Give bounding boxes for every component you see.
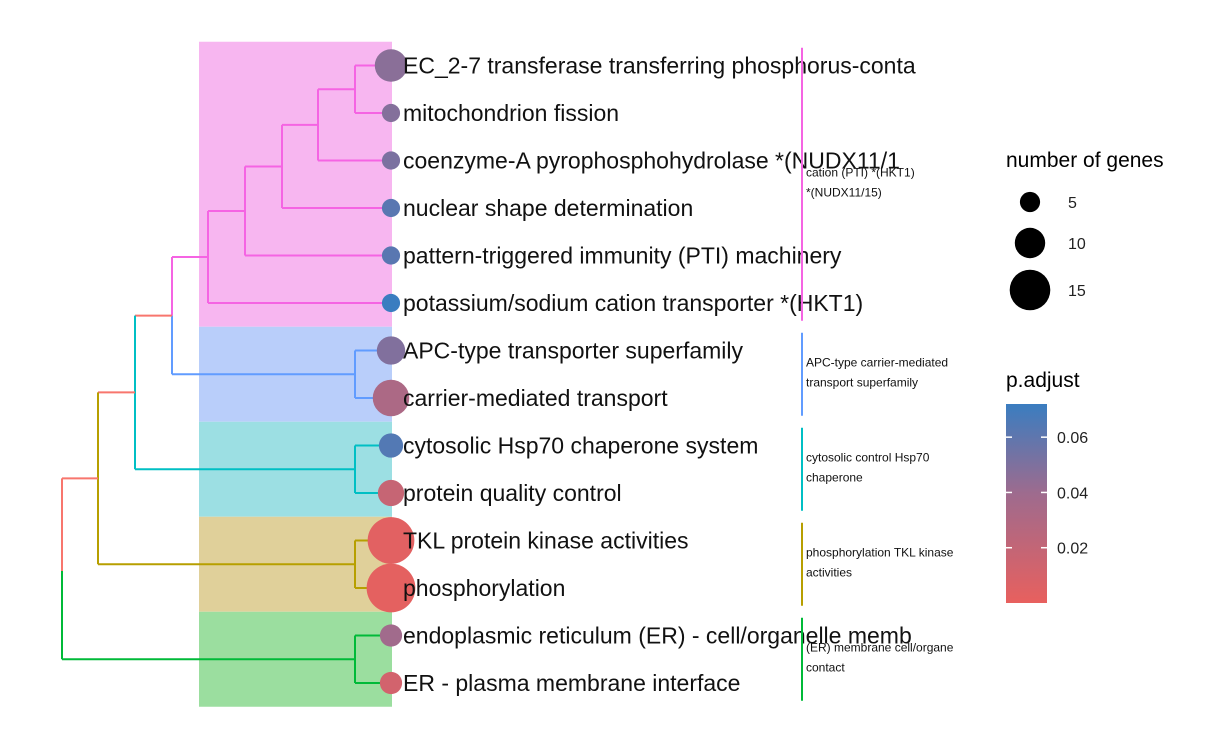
term-point (379, 624, 403, 647)
cluster-label: APC-type carrier-mediated (806, 355, 948, 369)
term-label: endoplasmic reticulum (ER) - cell/organe… (403, 623, 912, 649)
cluster-label: (ER) membrane cell/organe (806, 640, 954, 654)
size-legend-key (1009, 269, 1051, 311)
term-label: carrier-mediated transport (403, 385, 668, 411)
term-label: nuclear shape determination (403, 195, 693, 221)
term-point (381, 198, 401, 218)
term-point (367, 517, 415, 564)
size-legend: number of genes 5 10 15 (1006, 149, 1164, 311)
cluster-label: phosphorylation TKL kinase (806, 545, 954, 559)
term-point (374, 49, 408, 82)
term-point (372, 379, 410, 417)
cluster-label: *(NUDX11/15) (806, 185, 882, 199)
term-label: APC-type transporter superfamily (403, 338, 744, 364)
cluster-band-0 (199, 41, 392, 327)
term-label: ER - plasma membrane interface (403, 670, 740, 696)
color-legend-bar (1006, 404, 1047, 603)
size-legend-title: number of genes (1006, 149, 1164, 172)
term-labels: EC_2-7 transferase transferring phosphor… (403, 53, 916, 697)
term-point (381, 103, 401, 123)
term-point (376, 336, 406, 365)
cluster-label: chaperone (806, 470, 863, 484)
term-point (378, 433, 404, 458)
term-label: protein quality control (403, 480, 622, 506)
term-point (366, 563, 416, 613)
term-label: coenzyme-A pyrophosphohydrolase *(NUDX11… (403, 148, 900, 174)
size-legend-key (1019, 191, 1041, 213)
cluster-label: contact (806, 660, 845, 674)
size-legend-label: 15 (1068, 283, 1086, 300)
term-label: potassium/sodium cation transporter *(HK… (403, 290, 863, 316)
color-legend-label: 0.06 (1057, 430, 1088, 447)
term-label: pattern-triggered immunity (PTI) machine… (403, 243, 842, 269)
color-legend: p.adjust 0.06 0.04 0.02 (1006, 369, 1088, 603)
term-label: phosphorylation (403, 575, 565, 601)
cluster-label: cytosolic control Hsp70 (806, 450, 930, 464)
cluster-label: cation (PTI) *(HKT1) (806, 165, 915, 179)
term-label: TKL protein kinase activities (403, 528, 689, 554)
term-point (381, 293, 401, 313)
term-points (366, 49, 416, 695)
size-legend-key (1014, 227, 1046, 259)
term-label: mitochondrion fission (403, 100, 619, 126)
term-point (381, 246, 401, 265)
size-legend-label: 10 (1068, 236, 1086, 253)
term-label: cytosolic Hsp70 chaperone system (403, 433, 758, 459)
cluster-label: transport superfamily (806, 375, 918, 389)
term-point (379, 671, 403, 695)
cluster-label: activities (806, 565, 852, 579)
term-point (381, 151, 401, 170)
color-legend-title: p.adjust (1006, 369, 1080, 392)
term-label: EC_2-7 transferase transferring phosphor… (403, 53, 916, 79)
term-point (377, 479, 405, 507)
size-legend-label: 5 (1068, 195, 1077, 212)
cluster-annotations: cation (PTI) *(HKT1) *(NUDX11/15) APC-type… (801, 47, 954, 701)
color-legend-label: 0.04 (1057, 485, 1088, 502)
color-legend-label: 0.02 (1057, 541, 1088, 558)
